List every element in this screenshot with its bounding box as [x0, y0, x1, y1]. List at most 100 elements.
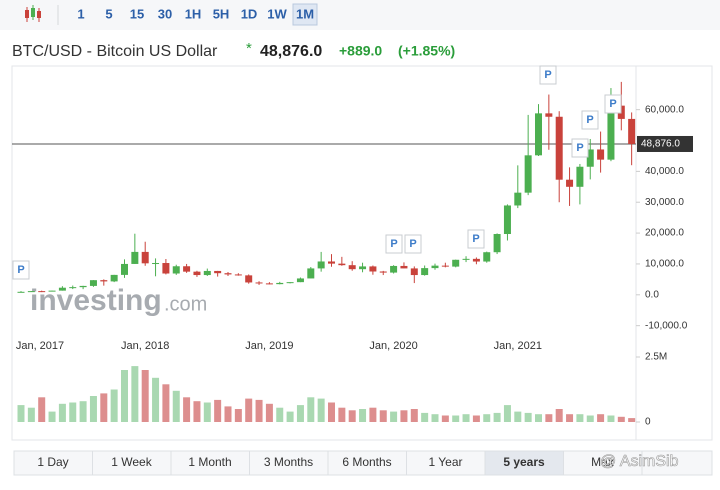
volume-bar: [214, 399, 222, 422]
event-flag[interactable]: [539, 65, 557, 85]
volume-bar: [276, 407, 284, 422]
volume-bar: [348, 410, 356, 422]
range-button[interactable]: [13, 450, 93, 476]
candle-body: [348, 265, 356, 270]
volume-bar: [607, 415, 615, 422]
candle-body: [535, 113, 542, 156]
event-flag[interactable]: [467, 229, 485, 249]
event-flag[interactable]: [604, 94, 622, 114]
volume-bar: [483, 414, 491, 422]
last-price: 48,876.0: [260, 43, 322, 60]
interval-button[interactable]: 1M: [296, 6, 314, 21]
interval-button[interactable]: 15: [130, 6, 144, 21]
candle-body: [514, 192, 522, 206]
change: +889.0: [339, 43, 382, 59]
candle-body: [214, 270, 222, 274]
credit: @ AsimSib: [600, 453, 679, 470]
range-button-label: 5 years: [503, 455, 545, 469]
volume-bar: [586, 415, 594, 422]
last-price-label: 48,876.0: [641, 139, 680, 150]
candle-body: [493, 234, 501, 253]
volume-bar: [390, 411, 398, 422]
candle-body: [410, 268, 418, 276]
candle-body: [100, 280, 108, 282]
volume-bar: [172, 390, 180, 422]
candle-body: [296, 278, 304, 283]
interval-button[interactable]: 1: [77, 6, 84, 21]
volume-bar: [441, 415, 449, 422]
candle-icon[interactable]: [25, 5, 41, 22]
candle-body: [245, 275, 253, 283]
event-flag[interactable]: [581, 110, 599, 130]
volume-bar: [514, 411, 522, 422]
candle-body: [27, 291, 35, 293]
event-flag[interactable]: [12, 260, 30, 280]
volume-bar: [576, 414, 584, 422]
candle-body: [234, 274, 242, 276]
volume-bar: [400, 410, 408, 422]
volume-bar: [58, 403, 66, 422]
candle-body: [131, 251, 139, 264]
candle-body: [265, 283, 273, 285]
candle-body: [452, 259, 460, 267]
volume-bar: [152, 377, 160, 422]
volume-bar: [452, 415, 460, 422]
volume-bar: [296, 405, 304, 422]
volume-bar: [162, 384, 170, 422]
candle-body: [79, 285, 87, 288]
range-button[interactable]: [92, 450, 172, 476]
event-flag[interactable]: [571, 138, 589, 158]
x-tick-label: Jan, 2021: [494, 340, 542, 352]
volume-bar: [379, 410, 387, 422]
volume-bar: [317, 398, 325, 422]
event-flag-label: P: [609, 98, 616, 110]
range-button[interactable]: [170, 450, 250, 476]
volume-bar: [17, 405, 25, 422]
candle-body: [152, 263, 160, 265]
volume-bar: [48, 411, 56, 422]
range-button[interactable]: [327, 450, 407, 476]
volume-bar: [131, 366, 139, 422]
event-flag-label: P: [17, 264, 24, 276]
volume-bar: [193, 401, 201, 422]
range-button-label: 1 Month: [188, 455, 231, 469]
range-button-label: 3 Months: [264, 455, 313, 469]
candle-body: [545, 113, 553, 117]
event-flag[interactable]: [404, 234, 422, 254]
candle-body: [369, 266, 377, 272]
volume-bar: [27, 407, 35, 422]
interval-button[interactable]: 1W: [267, 6, 287, 21]
range-button-label: 1 Year: [428, 455, 462, 469]
range-button[interactable]: [563, 450, 643, 476]
title: BTC/USD - Bitcoin US Dollar: [12, 43, 218, 60]
volume-bar: [307, 397, 315, 422]
volume-bar: [431, 414, 439, 422]
change-pct: (+1.85%): [398, 43, 455, 59]
volume-bar: [410, 409, 418, 422]
volume-bar: [617, 416, 625, 422]
volume-bar: [245, 398, 253, 422]
volume-bar: [38, 397, 46, 422]
candle-body: [110, 274, 118, 282]
candle-body: [576, 166, 584, 187]
candle-body: [89, 280, 97, 286]
candle-body: [17, 291, 25, 293]
event-flag[interactable]: [385, 234, 403, 254]
volume-bar: [597, 414, 605, 422]
candle-body: [203, 270, 211, 276]
interval-button[interactable]: 1H: [185, 6, 202, 21]
y-tick-label: 0.0: [645, 289, 659, 300]
x-tick-label: Jan, 2020: [369, 340, 417, 352]
volume-bar: [265, 403, 273, 422]
interval-button[interactable]: 5: [105, 6, 112, 21]
watermark: investing: [30, 284, 162, 317]
volume-bar: [462, 414, 470, 422]
volume-bar: [89, 396, 97, 422]
interval-button[interactable]: 5H: [213, 6, 230, 21]
interval-button[interactable]: 1D: [241, 6, 258, 21]
y-tick-label: -10,000.0: [645, 320, 688, 331]
candle-body: [255, 282, 263, 284]
event-flag-label: P: [586, 114, 593, 126]
interval-button[interactable]: 30: [158, 6, 172, 21]
candle-body: [224, 273, 232, 275]
